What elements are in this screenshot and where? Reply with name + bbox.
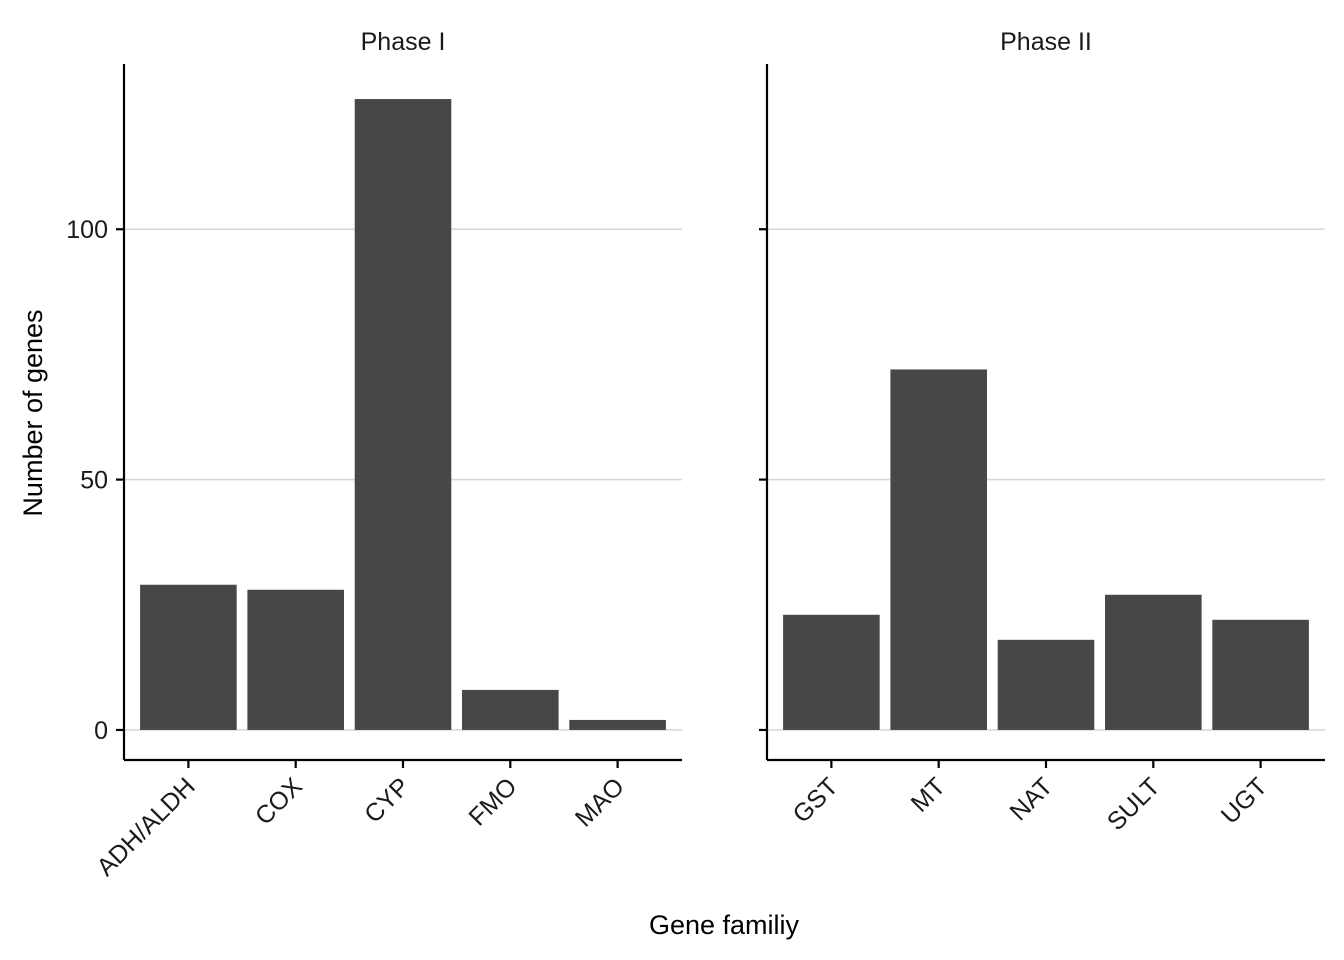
bar-gst bbox=[783, 614, 880, 730]
x-tick-label: UGT bbox=[1216, 772, 1273, 829]
y-tick-label: 100 bbox=[66, 216, 108, 244]
y-tick-label: 50 bbox=[80, 467, 108, 495]
x-tick-label: MT bbox=[906, 772, 951, 817]
bar-cox bbox=[247, 589, 344, 730]
x-tick-label: FMO bbox=[463, 772, 522, 831]
x-axis-title: Gene familiy bbox=[649, 910, 800, 940]
bar-adh-aldh bbox=[140, 584, 237, 730]
x-tick-label: SULT bbox=[1102, 772, 1166, 836]
bar-mao bbox=[569, 719, 666, 730]
x-tick-label: NAT bbox=[1004, 772, 1058, 826]
x-tick-label: GST bbox=[787, 772, 843, 828]
x-tick-label: ADH/ALDH bbox=[91, 772, 200, 881]
x-tick-label: COX bbox=[250, 772, 308, 830]
x-tick-label: CYP bbox=[359, 772, 415, 828]
facet-title: Phase I bbox=[361, 28, 446, 56]
bar-sult bbox=[1105, 594, 1202, 730]
bar-cyp bbox=[354, 99, 452, 730]
bar-ugt bbox=[1212, 619, 1309, 730]
bar-nat bbox=[997, 639, 1095, 730]
y-tick-label: 0 bbox=[94, 717, 108, 745]
bar-mt bbox=[890, 369, 987, 730]
x-tick-label: MAO bbox=[570, 772, 630, 832]
facet-title: Phase II bbox=[1000, 28, 1092, 56]
y-axis-title: Number of genes bbox=[18, 309, 48, 516]
bar-fmo bbox=[462, 689, 559, 730]
